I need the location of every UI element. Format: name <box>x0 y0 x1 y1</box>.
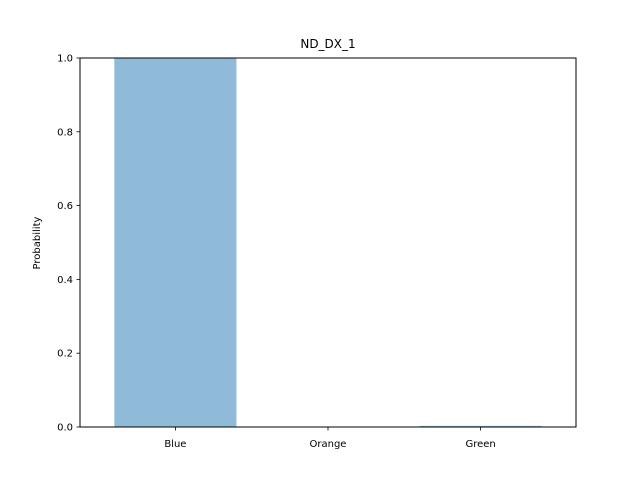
y-tick-label: 0.4 <box>57 275 73 286</box>
x-tick-label-orange: Orange <box>310 439 347 450</box>
y-tick-label: 0.0 <box>57 423 73 434</box>
bar-green <box>419 425 542 427</box>
x-axis: Blue Orange Green <box>164 427 496 450</box>
y-axis: 0.0 0.2 0.4 0.6 0.8 1.0 <box>57 54 80 434</box>
y-tick-label: 0.6 <box>57 201 73 212</box>
y-tick-label: 0.2 <box>57 349 73 360</box>
y-tick-label: 1.0 <box>57 54 73 65</box>
bars-group <box>114 58 542 427</box>
y-tick-label: 0.8 <box>57 127 73 138</box>
chart-title: ND_DX_1 <box>300 37 355 51</box>
x-tick-label-green: Green <box>465 439 495 450</box>
bar-blue <box>114 58 237 427</box>
y-axis-label: Probability <box>32 216 43 269</box>
x-tick-label-blue: Blue <box>164 439 186 450</box>
